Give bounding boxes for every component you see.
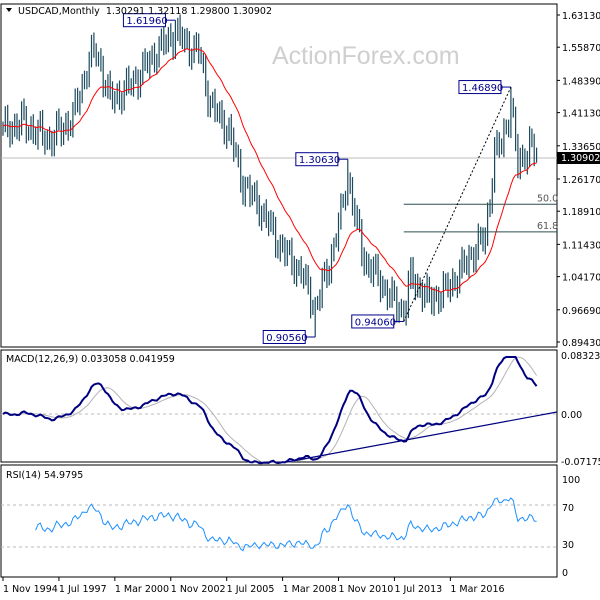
macd-panel xyxy=(0,349,558,463)
price-axis-label: 1.41130 xyxy=(562,109,600,120)
macd-axis-label: -0.071752 xyxy=(561,457,600,468)
macd-main-line xyxy=(2,356,538,465)
price-axis-label: 1.55870 xyxy=(562,43,600,54)
macd-label: MACD(12,26,9) 0.033058 0.041959 xyxy=(6,354,175,365)
fib-trend-line xyxy=(403,86,512,322)
price-axis-label: 1.33650 xyxy=(562,142,600,153)
annotation-label: 0.94060 xyxy=(355,317,396,328)
price-axis-label: 1.04170 xyxy=(562,273,600,284)
symbol-label: USDCAD,Monthly xyxy=(18,6,100,17)
current-price-box xyxy=(557,152,600,164)
ohlc-close: 1.30902 xyxy=(233,6,272,17)
price-axis-label: 1.11430 xyxy=(562,240,600,251)
price-axis-label: 0.96690 xyxy=(562,306,600,317)
time-axis-label: 1 Nov 1994 xyxy=(3,584,58,595)
annotation-label: 1.30630 xyxy=(299,155,340,166)
annotation-box xyxy=(458,80,502,95)
annotation-label: 0.90560 xyxy=(266,333,307,344)
time-axis-label: 1 Mar 2000 xyxy=(115,584,169,595)
current-price-label: 1.30902 xyxy=(561,153,600,164)
ohlc-open: 1.30291 xyxy=(106,6,145,17)
time-axis-label: 1 Nov 2010 xyxy=(339,584,394,595)
rsi-axis-label: 100 xyxy=(562,475,580,486)
ohlc-low: 1.29800 xyxy=(190,6,229,17)
rsi-plot xyxy=(1,497,557,552)
watermark: ActionForex.com xyxy=(272,42,460,70)
annotation-box xyxy=(262,329,306,344)
time-axis-label: 1 Jul 1997 xyxy=(59,584,107,595)
time-axis-label: 1 Jul 2013 xyxy=(394,584,442,595)
price-axis-label: 1.48390 xyxy=(562,76,600,87)
rsi-label: RSI(14) 54.9795 xyxy=(6,470,83,481)
time-axis-label: 1 Mar 2016 xyxy=(450,584,504,595)
ohlc-high: 1.32118 xyxy=(148,6,187,17)
annotation-label: 1.61960 xyxy=(126,16,167,27)
annotation-box xyxy=(295,152,339,167)
price-axis-label: 1.63130 xyxy=(562,11,600,22)
rsi-axis-label: 30 xyxy=(562,540,574,551)
time-axis-label: 1 Nov 2002 xyxy=(171,584,226,595)
annotation-box xyxy=(122,13,166,28)
time-axis-label: 1 Mar 2008 xyxy=(283,584,337,595)
fib-level-label: 50.0 xyxy=(537,193,558,204)
annotation-box xyxy=(351,314,395,329)
rsi-line xyxy=(35,497,537,552)
main-panel xyxy=(0,3,558,348)
moving-average-line xyxy=(2,48,537,293)
rsi-panel xyxy=(0,464,558,578)
price-axis-label: 1.18910 xyxy=(562,207,600,218)
collapse-triangle-icon[interactable] xyxy=(6,8,12,12)
rsi-axis-label: 70 xyxy=(562,503,574,514)
annotation-label: 1.46890 xyxy=(462,83,503,94)
macd-trendline xyxy=(286,411,558,463)
price-axis-label: 0.89430 xyxy=(562,338,600,349)
overlays: 50.0 61.8 1.61960 0.90560 1.30630 0.94060 1.46… xyxy=(2,13,558,344)
fib-level-label: 61.8 xyxy=(537,221,558,232)
price-bars xyxy=(2,14,538,337)
chart-header: USDCAD,Monthly 1.30291 1.32118 1.29800 1.309… xyxy=(18,6,272,17)
rsi-axis-label: 0 xyxy=(562,568,568,579)
macd-axis-label: 0.083235 xyxy=(561,351,600,362)
time-axis-label: 1 Jul 2005 xyxy=(227,584,275,595)
macd-axis-label: 0.00 xyxy=(561,410,582,421)
macd-plot xyxy=(1,356,557,465)
price-axis-label: 1.26170 xyxy=(562,175,600,186)
axes: 1.63130 1.55870 1.48390 1.41130 1.33650 1.261… xyxy=(2,11,600,595)
